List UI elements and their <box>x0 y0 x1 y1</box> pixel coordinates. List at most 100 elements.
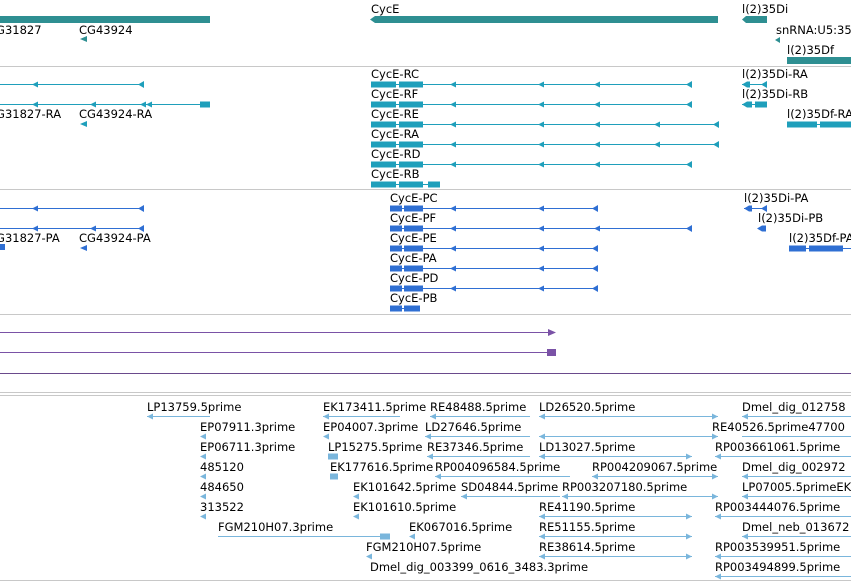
est-rp003539951[interactable] <box>715 553 851 560</box>
est-re41190[interactable] <box>539 513 692 520</box>
est-ep07911[interactable] <box>200 433 206 440</box>
est-313522[interactable] <box>200 513 206 520</box>
protein-cg31827-pa[interactable] <box>0 225 144 232</box>
transcript-cg43924-ra[interactable] <box>80 121 87 127</box>
label-ld13027: LD13027.5prime <box>539 440 635 454</box>
est-485120[interactable] <box>200 473 206 480</box>
label-cg43924: CG43924 <box>79 23 133 37</box>
label-l235di-ra: l(2)35Di-RA <box>742 67 808 81</box>
label-cyce-pd: CycE-PD <box>390 271 439 285</box>
protein-cg43924-pa[interactable] <box>80 245 87 251</box>
transcript-cyce-rf[interactable] <box>371 101 692 108</box>
transcript-cyce-rd[interactable] <box>371 161 692 168</box>
label-fgm210h07-3: FGM210H07.3prime <box>218 520 333 534</box>
est-ek067016[interactable] <box>409 533 415 540</box>
protein-cyce-pd[interactable] <box>390 285 598 292</box>
gene-cg31827-bar[interactable] <box>0 16 210 23</box>
label-lp07005: LP07005.5primeEK <box>742 480 851 494</box>
transcript-track-a: CG31827-RA CG43924-RA CycE-RC CycE-RF Cy… <box>0 67 851 188</box>
est-sd04844[interactable] <box>461 493 560 500</box>
label-cg31827-ra: CG31827-RA <box>0 107 61 121</box>
label-484650: 484650 <box>200 480 244 494</box>
label-ld26520: LD26520.5prime <box>539 400 635 414</box>
est-rp003207180[interactable] <box>562 493 718 500</box>
protein-cyce-pb[interactable] <box>390 305 420 312</box>
est-ld26520[interactable] <box>539 413 718 420</box>
label-l235di-pb: l(2)35Di-PB <box>758 211 823 225</box>
label-dmel-dig-002972: Dmel_dig_002972 <box>742 460 846 474</box>
label-cg31827-pa: CG31827-PA <box>0 231 60 245</box>
protein-cyce-pe[interactable] <box>390 245 598 252</box>
label-dmel-neb-013672: Dmel_neb_013672 <box>742 520 849 534</box>
est-fgm210h07-3[interactable] <box>218 533 390 540</box>
label-ek173411: EK173411.5prime <box>323 400 426 414</box>
gene-snrna-arrow[interactable] <box>775 37 780 43</box>
est-ld27646[interactable] <box>425 433 530 440</box>
est-lp07005[interactable] <box>742 493 851 500</box>
est-dmel-dig-002972[interactable] <box>742 473 851 480</box>
transcript-cg31827-ra[interactable] <box>0 101 210 108</box>
label-dmel-dig-012758: Dmel_dig_012758 <box>742 400 846 414</box>
est-ek173411[interactable] <box>323 413 400 420</box>
est-ek177616[interactable] <box>330 473 338 480</box>
est-rp003444076[interactable] <box>715 513 851 520</box>
label-re40526: RE40526.5prime47700 <box>712 420 845 434</box>
transcript-l235di-rb[interactable] <box>742 101 767 108</box>
transcript-cyce-rb[interactable] <box>371 181 440 188</box>
est-re48488[interactable] <box>430 413 530 420</box>
est-rp003661061[interactable] <box>715 453 851 460</box>
gene-cg43924-arrow[interactable] <box>80 36 87 42</box>
est-rp003494899[interactable] <box>715 573 851 580</box>
gene-l235df-bar[interactable] <box>787 57 851 64</box>
est-ek101610[interactable] <box>353 513 359 520</box>
est-fgm210h07-5[interactable] <box>366 553 372 560</box>
label-cyce-pf: CycE-PF <box>390 211 436 225</box>
label-l235df-pa: l(2)35Df-PA <box>789 231 851 245</box>
label-cg31827: CG31827 <box>0 23 42 37</box>
label-rp003494899: RP003494899.5prime <box>715 560 840 574</box>
transcript-l235di-ra[interactable] <box>742 81 767 88</box>
label-cyce-pc: CycE-PC <box>390 191 438 205</box>
transcript-cyce-ra[interactable] <box>371 141 719 148</box>
est-dmel-dig-012758[interactable] <box>742 413 851 420</box>
transcript-cyce-re[interactable] <box>371 121 719 128</box>
protein-l235di-pa[interactable] <box>744 205 767 212</box>
est-re37346[interactable] <box>427 453 530 460</box>
est-rp004209067[interactable] <box>592 473 718 480</box>
label-cyce-ra: CycE-RA <box>371 127 419 141</box>
purple-feature-1[interactable] <box>0 329 556 336</box>
protein-cg31827-pa-end[interactable] <box>0 244 5 250</box>
protein-cyce-pa[interactable] <box>390 265 598 272</box>
transcript-left-1[interactable] <box>0 81 144 88</box>
est-ld13027[interactable] <box>539 453 692 460</box>
transcript-l235df-ra[interactable] <box>787 121 851 128</box>
est-lp13759[interactable] <box>147 413 210 420</box>
est-ep04007[interactable] <box>323 433 329 440</box>
est-dmel-neb-013672[interactable] <box>742 533 851 540</box>
label-ek101642: EK101642.5prime <box>353 480 456 494</box>
est-ep06711[interactable] <box>200 453 206 460</box>
label-sd04844: SD04844.5prime <box>461 480 558 494</box>
label-cg43924-pa: CG43924-PA <box>79 231 151 245</box>
est-lp15275[interactable] <box>328 453 338 460</box>
protein-cyce-pc[interactable] <box>390 205 598 212</box>
protein-cyce-pf[interactable] <box>390 225 692 232</box>
protein-left-1[interactable] <box>0 205 144 212</box>
label-313522: 313522 <box>200 500 244 514</box>
est-re40526[interactable] <box>539 433 718 440</box>
transcript-cyce-rc[interactable] <box>371 81 692 88</box>
purple-feature-2[interactable] <box>0 349 556 356</box>
protein-l235df-pa[interactable] <box>789 245 851 252</box>
est-re38614[interactable] <box>539 553 692 560</box>
label-re41190: RE41190.5prime <box>539 500 635 514</box>
gene-l235di-bar[interactable] <box>742 16 767 23</box>
est-484650[interactable] <box>200 493 206 500</box>
label-cyce-rf: CycE-RF <box>371 87 418 101</box>
label-cyce-rd: CycE-RD <box>371 147 421 161</box>
est-re51155[interactable] <box>539 533 692 540</box>
est-ek101642[interactable] <box>353 493 359 500</box>
gene-cyce-bar[interactable] <box>370 16 718 23</box>
protein-l235di-pb[interactable] <box>757 225 766 232</box>
est-rp004096584[interactable] <box>435 473 570 480</box>
